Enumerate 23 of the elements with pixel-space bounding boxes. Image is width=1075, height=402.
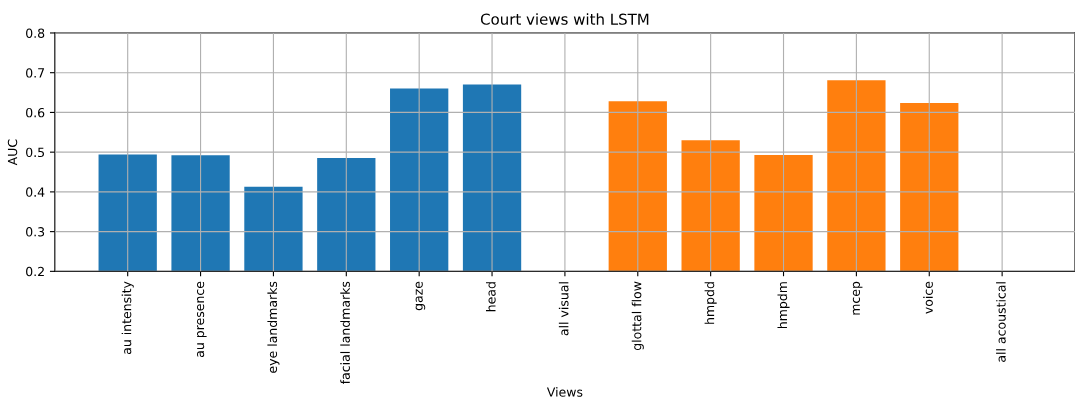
x-tick-label: mcep: [852, 281, 863, 315]
x-tick-label: hmpdd: [704, 282, 717, 324]
x-tick-label: gaze: [415, 281, 426, 311]
x-tick-label: au intensity: [121, 281, 134, 355]
x-tick-label: head: [485, 282, 496, 312]
y-tick-label: 0.6: [26, 107, 45, 118]
x-tick-label: all acoustical: [996, 282, 1006, 362]
x-tick-label: hmpdm: [777, 282, 790, 329]
y-tick-label: 0.7: [26, 68, 45, 78]
x-tick-label: facial landmarks: [340, 281, 350, 385]
x-axis-title: Views: [546, 387, 583, 397]
y-tick-label: 0.2: [26, 266, 44, 277]
chart-title: Court views with LSTM: [480, 13, 649, 25]
y-tick-label: 0.8: [26, 28, 45, 38]
x-tick-label: au presence: [197, 281, 207, 358]
x-tick-label: eye landmarks: [267, 281, 280, 373]
x-tick-label: all visual: [558, 282, 569, 336]
y-axis-title: AUC: [7, 139, 18, 166]
y-tick-label: 0.4: [26, 187, 45, 197]
y-tick-label: 0.5: [26, 147, 45, 158]
x-tick-label: glottal flow: [631, 281, 644, 351]
y-tick-label: 0.3: [26, 227, 45, 237]
x-tick-label: voice: [923, 281, 933, 314]
